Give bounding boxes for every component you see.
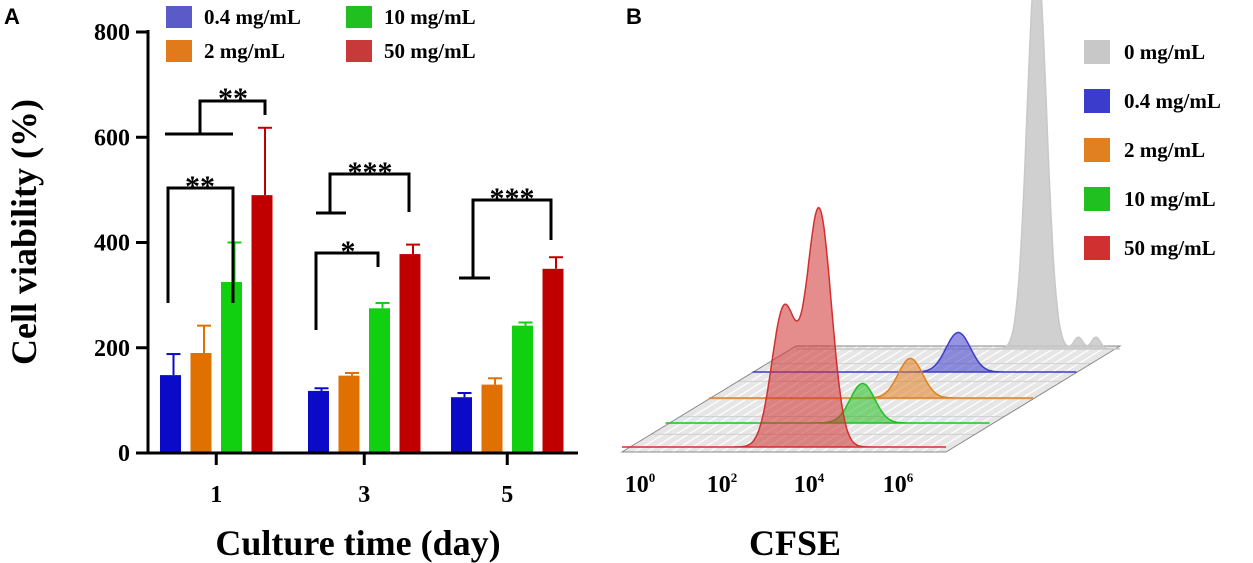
- significance-label: **: [218, 82, 248, 115]
- histogram-traces: [622, 0, 1120, 448]
- cfse-tick-exponent: 2: [731, 470, 738, 485]
- legend-label: 0 mg/mL: [1124, 40, 1205, 64]
- significance-bracket: [328, 172, 411, 213]
- bar-50-mg-ml-day-3: [399, 254, 421, 453]
- legend-swatch: [166, 40, 192, 62]
- cfse-tick-label: 104: [794, 470, 825, 498]
- bar-50-mg-ml-day-1: [251, 195, 273, 453]
- cfse-tick-base: 10: [883, 472, 907, 498]
- cfse-tick-exponent: 0: [649, 470, 656, 485]
- significance-label: **: [185, 170, 215, 203]
- bar-50-mg-ml-day-5: [542, 268, 564, 453]
- legend-a: 0.4 mg/mL 2 mg/mL 10 mg/mL 50 mg/mL: [166, 5, 476, 63]
- legend-label: 50 mg/mL: [384, 39, 476, 63]
- cfse-tick-label: 102: [707, 470, 738, 498]
- legend-swatch: [1084, 236, 1110, 260]
- y-tick-label: 0: [118, 441, 130, 467]
- legend-label: 2 mg/mL: [204, 39, 285, 63]
- cfse-axis-ticks: 100 102 104 106: [625, 470, 914, 498]
- legend-swatch: [1084, 138, 1110, 162]
- bar-10-mg-ml-day-5: [512, 325, 533, 453]
- bar-2-mg-ml-day-5: [481, 384, 503, 453]
- bars: [160, 126, 564, 453]
- legend-label: 10 mg/mL: [1124, 187, 1216, 211]
- cfse-tick-base: 10: [794, 472, 818, 498]
- bar-2-mg-ml-day-3: [338, 375, 360, 453]
- cfse-tick-label: 106: [883, 470, 914, 498]
- y-tick-label: 600: [94, 125, 130, 151]
- bar-10-mg-ml-day-3: [369, 308, 390, 453]
- y-axis-ticks: 0 200 400 600 800: [94, 20, 148, 467]
- bar-0-4-mg-ml-day-1: [160, 375, 181, 453]
- x-axis-ticks: 1 3 5: [210, 453, 513, 508]
- cfse-tick-base: 10: [625, 472, 649, 498]
- y-axis-label: Cell viability (%): [4, 99, 44, 365]
- panel-letter-a: A: [4, 4, 20, 29]
- significance-bracket: [314, 251, 380, 330]
- cfse-tick-exponent: 6: [907, 470, 914, 485]
- x-tick-label: 5: [501, 482, 513, 508]
- bar-2-mg-ml-day-1: [190, 353, 212, 453]
- significance-bracket: [471, 198, 553, 278]
- legend-b: 0 mg/mL 0.4 mg/mL 2 mg/mL 10 mg/mL 50 mg/mL: [1084, 40, 1221, 260]
- significance-label: *: [341, 235, 356, 268]
- legend-label: 0.4 mg/mL: [204, 5, 301, 29]
- x-tick-label: 3: [358, 482, 370, 508]
- significance-label: ***: [348, 156, 393, 189]
- cfse-tick-exponent: 4: [818, 470, 825, 485]
- histogram-0-mg-ml: [796, 0, 1120, 350]
- legend-label: 10 mg/mL: [384, 5, 476, 29]
- legend-swatch: [346, 6, 372, 28]
- panel-letter-b: B: [626, 4, 642, 29]
- significance-brackets: ***********: [165, 82, 553, 330]
- y-tick-label: 200: [94, 336, 130, 362]
- significance-label: ***: [490, 182, 535, 215]
- grid-floor-outline: [620, 345, 1122, 453]
- legend-label: 50 mg/mL: [1124, 236, 1216, 260]
- cfse-tick-label: 100: [625, 470, 656, 498]
- cfse-tick-base: 10: [707, 472, 731, 498]
- legend-swatch: [346, 40, 372, 62]
- histogram-50-mg-ml: [622, 206, 946, 448]
- bar-10-mg-ml-day-1: [221, 281, 242, 453]
- legend-swatch: [166, 6, 192, 28]
- x-tick-label: 1: [210, 482, 222, 508]
- y-tick-label: 800: [94, 20, 130, 46]
- x-axis-label: Culture time (day): [215, 523, 500, 563]
- panel-b: B 100 102 104 106 CFSE 0 mg/mL0.4 mg/mL2 mg…: [620, 0, 1221, 563]
- bar-0-4-mg-ml-day-5: [451, 397, 472, 453]
- legend-label: 2 mg/mL: [1124, 138, 1205, 162]
- cfse-axis-label: CFSE: [749, 523, 841, 563]
- legend-swatch: [1084, 89, 1110, 113]
- legend-swatch: [1084, 40, 1110, 64]
- panel-a: A Cell viability (%) Culture time (day) …: [4, 4, 578, 563]
- bar-0-4-mg-ml-day-3: [308, 390, 329, 453]
- legend-label: 0.4 mg/mL: [1124, 89, 1221, 113]
- y-tick-label: 400: [94, 231, 130, 257]
- legend-swatch: [1084, 187, 1110, 211]
- significance-bracket: [198, 99, 267, 134]
- significance-bracket: [166, 186, 235, 303]
